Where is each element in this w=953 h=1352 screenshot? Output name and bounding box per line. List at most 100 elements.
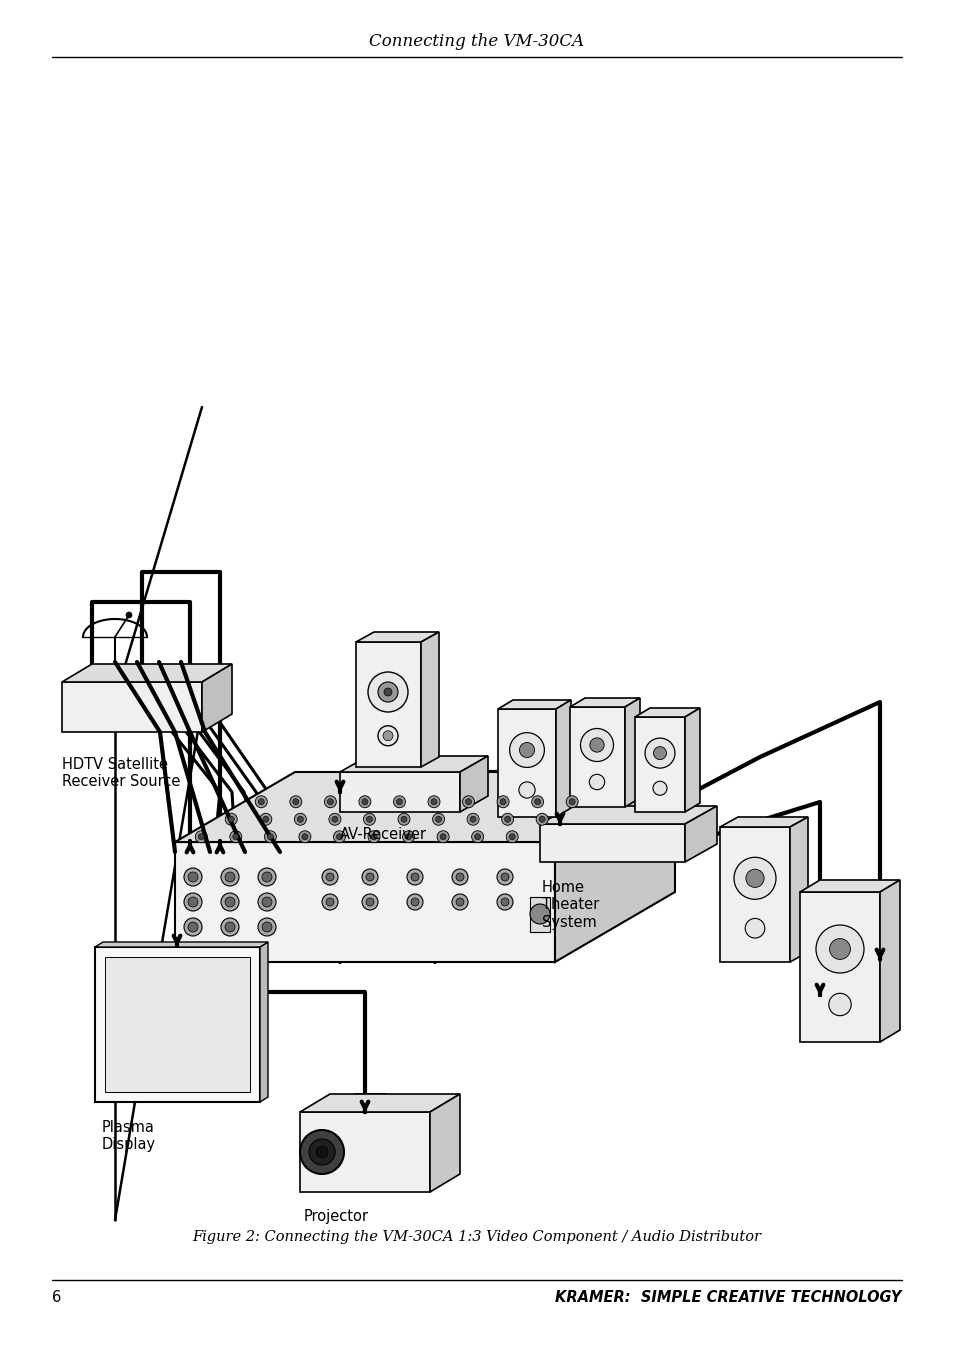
Circle shape <box>589 775 604 790</box>
Circle shape <box>332 817 337 822</box>
Circle shape <box>371 834 376 840</box>
Circle shape <box>530 904 550 923</box>
Circle shape <box>188 872 198 882</box>
Text: Plasma
Display: Plasma Display <box>102 1119 156 1152</box>
Circle shape <box>509 733 544 768</box>
Circle shape <box>829 938 849 960</box>
Circle shape <box>225 814 237 825</box>
Circle shape <box>366 898 374 906</box>
Circle shape <box>397 814 410 825</box>
Circle shape <box>262 872 272 882</box>
Text: Figure 2: Connecting the VM-30CA 1:3 Video Component / Audio Distributor: Figure 2: Connecting the VM-30CA 1:3 Vid… <box>193 1230 760 1244</box>
Circle shape <box>326 898 334 906</box>
Circle shape <box>393 796 405 807</box>
Circle shape <box>497 796 509 807</box>
Circle shape <box>382 730 393 741</box>
Circle shape <box>225 872 234 882</box>
Circle shape <box>363 814 375 825</box>
Polygon shape <box>174 842 555 963</box>
Circle shape <box>184 894 202 911</box>
Circle shape <box>384 688 392 696</box>
Polygon shape <box>684 806 717 863</box>
Circle shape <box>506 830 517 842</box>
Polygon shape <box>624 698 639 807</box>
Circle shape <box>294 814 306 825</box>
Circle shape <box>519 742 534 757</box>
Circle shape <box>497 894 513 910</box>
Circle shape <box>815 925 863 973</box>
Circle shape <box>652 781 666 795</box>
Polygon shape <box>720 827 789 963</box>
Circle shape <box>402 830 415 842</box>
Circle shape <box>407 894 422 910</box>
Circle shape <box>462 796 474 807</box>
Circle shape <box>257 918 275 936</box>
Circle shape <box>324 796 336 807</box>
Circle shape <box>290 796 301 807</box>
Circle shape <box>259 814 272 825</box>
Circle shape <box>322 894 337 910</box>
Circle shape <box>301 834 308 840</box>
Circle shape <box>309 1138 335 1165</box>
Circle shape <box>456 898 463 906</box>
Circle shape <box>188 896 198 907</box>
Polygon shape <box>355 642 420 767</box>
Polygon shape <box>339 756 488 772</box>
Circle shape <box>733 857 775 899</box>
Circle shape <box>255 796 267 807</box>
Polygon shape <box>569 698 639 707</box>
Polygon shape <box>95 942 268 946</box>
Circle shape <box>298 830 311 842</box>
Text: KRAMER:  SIMPLE CREATIVE TECHNOLOGY: KRAMER: SIMPLE CREATIVE TECHNOLOGY <box>555 1290 901 1305</box>
Polygon shape <box>202 664 232 731</box>
Polygon shape <box>95 946 260 1102</box>
Polygon shape <box>569 707 624 807</box>
Circle shape <box>432 814 444 825</box>
Circle shape <box>327 799 333 804</box>
Circle shape <box>334 830 345 842</box>
Polygon shape <box>530 896 550 932</box>
Circle shape <box>221 918 239 936</box>
Polygon shape <box>339 772 459 813</box>
Polygon shape <box>430 1094 459 1192</box>
Circle shape <box>589 738 603 752</box>
Circle shape <box>358 796 371 807</box>
Polygon shape <box>539 823 684 863</box>
Polygon shape <box>420 631 438 767</box>
Polygon shape <box>260 942 268 1102</box>
Circle shape <box>299 1130 344 1174</box>
Circle shape <box>470 817 476 822</box>
Circle shape <box>579 729 613 761</box>
Polygon shape <box>720 817 807 827</box>
Text: AV-Receiver: AV-Receiver <box>339 827 427 842</box>
Circle shape <box>411 873 418 882</box>
Circle shape <box>467 814 478 825</box>
Circle shape <box>500 898 509 906</box>
Circle shape <box>225 896 234 907</box>
Text: Connecting the VM-30CA: Connecting the VM-30CA <box>369 34 584 50</box>
Circle shape <box>534 799 540 804</box>
Circle shape <box>258 799 264 804</box>
Polygon shape <box>555 772 675 963</box>
Text: Home
Theater
System: Home Theater System <box>541 880 598 930</box>
Circle shape <box>336 834 342 840</box>
Polygon shape <box>879 880 899 1042</box>
Circle shape <box>518 781 535 798</box>
Circle shape <box>228 817 234 822</box>
Circle shape <box>262 922 272 932</box>
Circle shape <box>431 799 436 804</box>
Text: 6: 6 <box>52 1290 61 1305</box>
Circle shape <box>315 1146 328 1159</box>
Circle shape <box>368 672 408 713</box>
Circle shape <box>230 830 241 842</box>
Circle shape <box>565 796 578 807</box>
Circle shape <box>653 746 666 760</box>
Circle shape <box>500 873 509 882</box>
Circle shape <box>257 894 275 911</box>
Circle shape <box>536 814 548 825</box>
Polygon shape <box>684 708 700 813</box>
Circle shape <box>297 817 303 822</box>
Circle shape <box>745 869 763 887</box>
Circle shape <box>471 830 483 842</box>
Circle shape <box>267 834 274 840</box>
